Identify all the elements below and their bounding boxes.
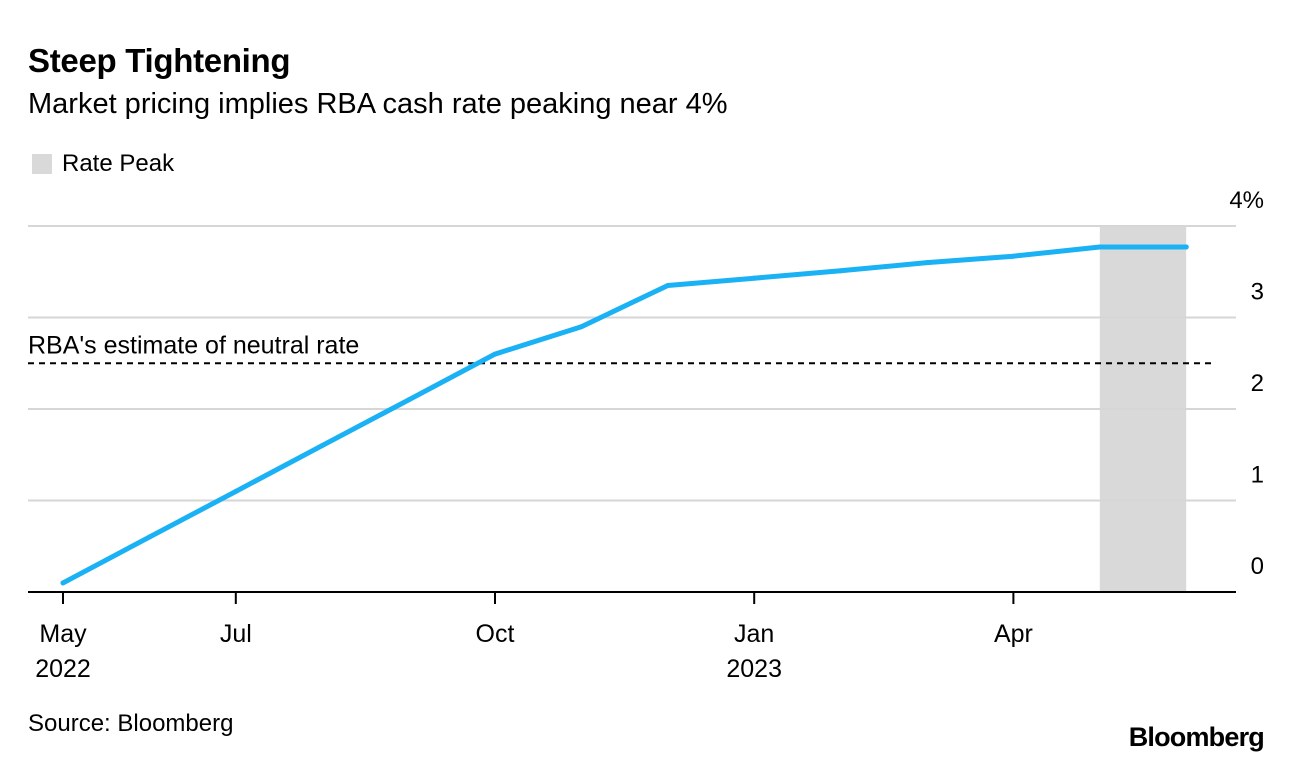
- data-point: [1097, 244, 1103, 250]
- legend-swatch-rate-peak: [32, 154, 52, 174]
- x-tick-label: Oct: [476, 620, 515, 648]
- legend-label-rate-peak: Rate Peak: [62, 150, 175, 177]
- y-tick-label: 4%: [1229, 187, 1264, 214]
- y-tick-label: 1: [1251, 462, 1264, 489]
- x-tick-label: Jul: [220, 620, 252, 648]
- data-point: [1183, 244, 1189, 250]
- x-tick-label: Apr: [994, 620, 1033, 648]
- series-line-cash-rate: [60, 244, 1189, 586]
- data-point: [578, 324, 584, 330]
- source-note: Source: Bloomberg: [28, 710, 234, 737]
- chart-title: Steep Tightening: [28, 42, 291, 79]
- data-point: [1010, 253, 1016, 259]
- chart-subtitle: Market pricing implies RBA cash rate pea…: [28, 88, 728, 120]
- data-point: [838, 268, 844, 274]
- data-point: [751, 275, 757, 281]
- chart-legend: Rate Peak: [32, 150, 174, 178]
- data-point: [492, 351, 498, 357]
- data-point: [233, 488, 239, 494]
- data-point: [924, 260, 930, 266]
- data-point: [665, 282, 671, 288]
- data-point: [319, 443, 325, 449]
- data-point: [146, 534, 152, 540]
- neutral-rate-label: RBA's estimate of neutral rate: [28, 331, 359, 359]
- bloomberg-logo: Bloomberg: [1128, 722, 1265, 752]
- y-tick-label: 3: [1251, 279, 1264, 306]
- x-tick-sublabel: 2022: [35, 655, 91, 683]
- x-tick-sublabel: 2023: [726, 655, 782, 683]
- x-tick-label: Jan: [734, 620, 774, 648]
- data-point: [406, 397, 412, 403]
- data-point: [60, 580, 66, 586]
- x-tick-label: May: [39, 620, 87, 648]
- y-tick-label: 0: [1251, 553, 1264, 580]
- y-tick-label: 2: [1251, 370, 1264, 397]
